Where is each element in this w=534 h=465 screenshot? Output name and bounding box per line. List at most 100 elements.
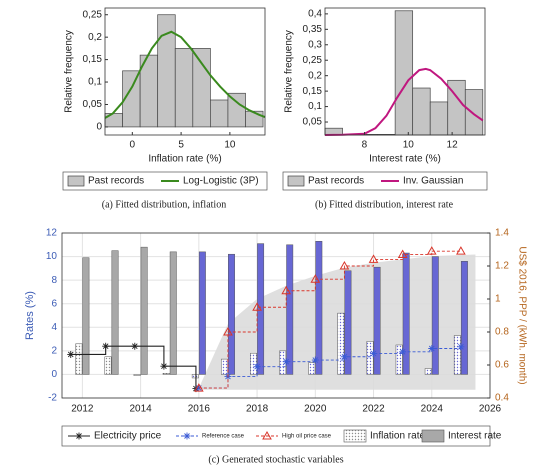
legend-swatch <box>421 429 445 443</box>
x-tick-label: 10 <box>403 140 415 151</box>
legend-label: Log-Logistic (3P) <box>183 176 259 187</box>
line-marker <box>75 432 83 440</box>
legend-label: Reference case <box>202 434 245 440</box>
line-marker <box>102 342 110 350</box>
line-marker <box>282 358 290 366</box>
histogram-bar <box>394 10 414 136</box>
y-tick-label: 0,4 <box>308 9 322 20</box>
x-tick-label: 2014 <box>129 404 152 415</box>
y2-tick-label: 0.6 <box>495 360 509 371</box>
histogram-bar <box>429 101 449 136</box>
x-tick-label: 2016 <box>188 404 211 415</box>
x-tick-label: 2018 <box>246 404 269 415</box>
y-tick-label: -2 <box>48 393 57 404</box>
y-tick-label: 0,25 <box>303 55 323 66</box>
y-tick-label: 0 <box>96 122 102 133</box>
y-tick-label: 0,15 <box>303 86 323 97</box>
histogram-bar <box>227 92 246 128</box>
line-marker <box>368 254 379 263</box>
y-tick-label: 0,2 <box>308 70 322 81</box>
line-marker <box>253 363 261 371</box>
legend-label: Interest rate <box>448 431 502 442</box>
y2-axis-title: US$ 2016, PPP / (kWh. month) <box>516 246 527 384</box>
y-tick-label: 2 <box>51 345 57 356</box>
y-tick-label: 0,35 <box>303 24 323 35</box>
plot-frame <box>104 7 266 136</box>
line-marker <box>428 345 436 352</box>
histogram-bar <box>412 87 431 136</box>
rate-bar <box>315 241 323 375</box>
y-tick-label: 10 <box>46 251 58 262</box>
line-marker <box>370 349 378 357</box>
x-tick-label: 2020 <box>304 404 327 415</box>
caption: (a) Fitted distribution, inflation <box>102 199 226 210</box>
histogram-bar <box>464 89 484 136</box>
y-tick-label: 0,3 <box>308 39 322 50</box>
y2-tick-label: 1 <box>495 294 501 305</box>
rate-bar <box>460 261 468 375</box>
x-tick-label: 2026 <box>479 404 502 415</box>
line-marker <box>339 260 350 270</box>
line-marker <box>310 274 321 283</box>
y2-tick-label: 1.2 <box>495 261 509 272</box>
line-marker <box>67 350 75 358</box>
rate-bar <box>75 343 83 375</box>
rate-bar <box>111 250 119 375</box>
legend-label: Past records <box>308 176 364 187</box>
line-marker <box>426 246 437 255</box>
legend-label: Inv. Gaussian <box>403 176 463 187</box>
x-tick-label: 12 <box>447 140 459 151</box>
y-tick-label: 0,05 <box>83 99 103 110</box>
y-tick-label: 0 <box>51 369 57 380</box>
caption: (c) Generated stochastic variables <box>208 454 343 465</box>
line-marker <box>340 353 348 361</box>
rate-bar <box>308 362 316 375</box>
line-marker <box>281 285 292 295</box>
line-marker <box>160 362 168 370</box>
rate-bar <box>395 344 403 375</box>
rate-bar <box>133 374 141 376</box>
rate-bar <box>250 352 258 375</box>
histogram-bar <box>210 99 229 128</box>
rate-bar <box>366 341 374 375</box>
legend-label: Past records <box>88 176 144 187</box>
legend-swatch <box>343 429 367 443</box>
y-tick-label: 0,1 <box>308 101 322 112</box>
plot-frame <box>61 232 491 399</box>
y-tick-label: 0,25 <box>83 9 103 20</box>
legend-swatch <box>67 175 85 187</box>
caption: (b) Fitted distribution, interest rate <box>315 199 454 210</box>
y-axis-title: Relative frequency <box>284 30 295 113</box>
y2-tick-label: 1.4 <box>495 228 509 239</box>
x-tick-label: 5 <box>178 140 184 151</box>
rate-bar <box>286 244 294 375</box>
y-tick-label: 6 <box>51 298 57 309</box>
fitted-curve <box>104 30 266 119</box>
rate-bar <box>373 266 381 375</box>
line-marker <box>223 326 233 336</box>
y-tick-label: 4 <box>51 322 57 333</box>
y2-tick-label: 0.4 <box>495 393 509 404</box>
y-tick-label: 8 <box>51 275 57 286</box>
rate-bar <box>431 256 439 375</box>
legend-swatch <box>287 175 305 187</box>
line-marker <box>399 348 407 356</box>
step-line <box>70 345 197 389</box>
rate-bar <box>104 356 112 375</box>
x-axis-title: Inflation rate (%) <box>148 154 221 165</box>
line-marker <box>183 432 191 440</box>
x-axis-title: Interest rate (%) <box>369 154 441 165</box>
rate-bar <box>140 246 148 375</box>
rate-bar <box>402 252 410 375</box>
fitted-curve <box>324 67 484 136</box>
x-tick-label: 0 <box>130 140 136 151</box>
rate-bar <box>169 251 177 375</box>
x-tick-label: 2012 <box>71 404 94 415</box>
line-marker <box>131 342 139 350</box>
x-tick-label: 2022 <box>362 404 385 415</box>
line-marker <box>456 246 466 255</box>
rate-bar <box>424 368 432 375</box>
rate-bar <box>344 270 352 375</box>
histogram-bar <box>192 48 211 128</box>
